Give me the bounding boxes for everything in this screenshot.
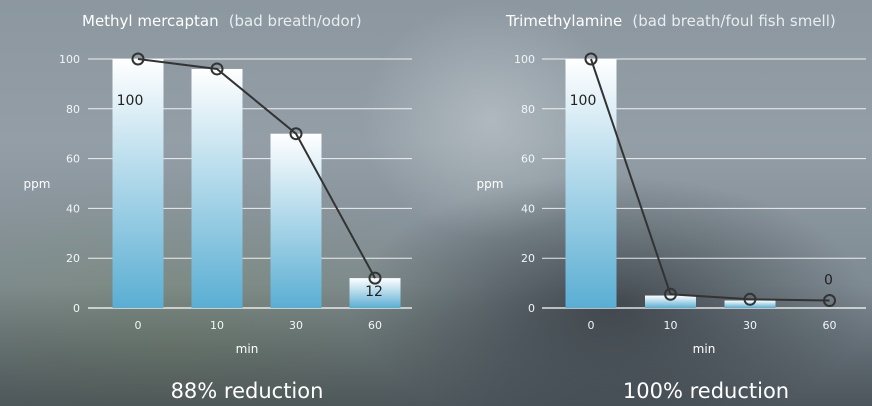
- x-tick-label: 30: [289, 319, 303, 332]
- bar: [565, 59, 617, 308]
- y-tick-label: 20: [66, 252, 80, 265]
- x-tick-label: 60: [368, 319, 382, 332]
- chart-title: Methyl mercaptan (bad breath/odor): [82, 11, 362, 30]
- line-marker: [289, 127, 303, 141]
- line-marker: [131, 52, 145, 66]
- x-tick-label: 10: [210, 319, 224, 332]
- x-tick-label: 10: [664, 319, 678, 332]
- reduction-label: 100% reduction: [623, 379, 789, 403]
- y-axis-label: ppm: [477, 177, 504, 191]
- line-marker: [210, 62, 224, 76]
- bar: [191, 68, 243, 309]
- data-label: 12: [365, 284, 383, 300]
- y-tick-label: 20: [521, 252, 535, 265]
- line-marker: [368, 271, 382, 285]
- y-tick-label: 100: [514, 53, 535, 66]
- reduction-label: 88% reduction: [171, 379, 324, 403]
- data-label: 0: [824, 273, 833, 289]
- series-line: [137, 58, 376, 279]
- line-marker: [664, 287, 677, 301]
- y-tick-label: 80: [66, 103, 80, 116]
- y-axis-label: ppm: [24, 177, 51, 191]
- line-marker: [743, 292, 757, 306]
- y-tick-label: 80: [521, 103, 535, 116]
- line-marker: [584, 52, 598, 66]
- y-tick-label: 60: [66, 153, 80, 166]
- x-axis-label: min: [693, 342, 716, 356]
- y-tick-label: 40: [521, 202, 535, 215]
- bar: [645, 295, 696, 308]
- series-line: [590, 58, 830, 302]
- trimethylamine-chart: Trimethylamine (bad breath/foul fish sme…: [477, 11, 866, 403]
- y-tick-label: 40: [66, 202, 80, 215]
- x-tick-label: 0: [588, 319, 595, 332]
- x-tick-label: 0: [135, 319, 142, 332]
- data-label: 100: [570, 93, 597, 109]
- bar: [270, 133, 322, 308]
- bar: [112, 59, 164, 308]
- x-axis-label: min: [236, 342, 259, 356]
- methyl-mercaptan-chart: Methyl mercaptan (bad breath/odor) ppm m…: [24, 11, 412, 403]
- line-marker: [823, 294, 836, 308]
- chart-title: Trimethylamine (bad breath/foul fish sme…: [505, 11, 836, 30]
- x-tick-label: 60: [823, 319, 837, 332]
- x-tick-label: 30: [743, 319, 757, 332]
- y-tick-label: 0: [528, 302, 535, 315]
- data-label: 100: [117, 93, 144, 109]
- y-tick-label: 60: [521, 153, 535, 166]
- y-tick-label: 100: [59, 53, 80, 66]
- y-tick-label: 0: [73, 302, 80, 315]
